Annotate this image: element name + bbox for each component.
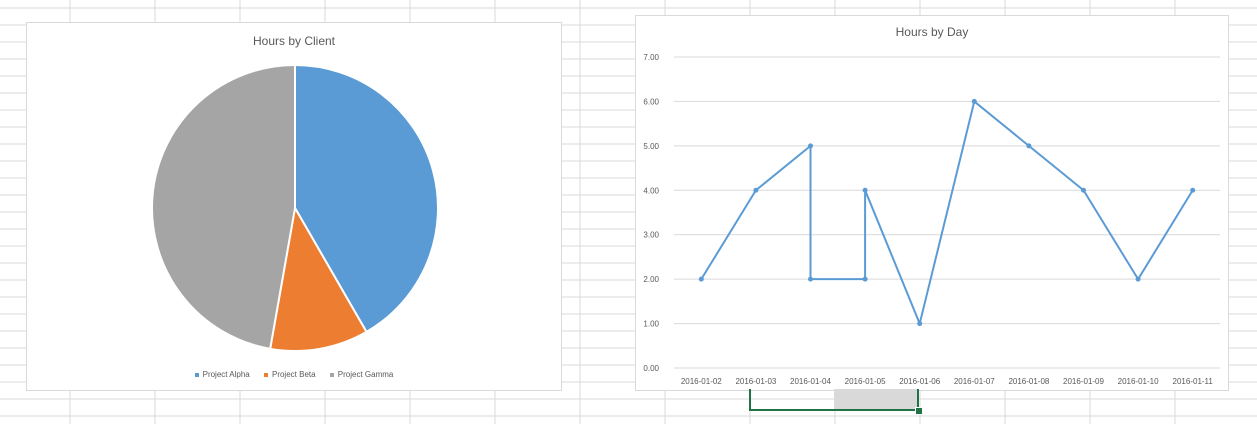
data-point-5[interactable] — [862, 187, 868, 193]
y-tick-label-2: 2.00 — [643, 275, 659, 284]
data-point-4[interactable] — [862, 276, 868, 282]
x-tick-label-8: 2016-01-10 — [1118, 377, 1159, 386]
x-tick-label-9: 2016-01-11 — [1173, 377, 1214, 386]
legend-swatch-beta — [263, 372, 268, 377]
pie-slice-project-beta[interactable] — [269, 205, 368, 352]
x-tick-label-4: 2016-01-06 — [899, 377, 940, 386]
legend-item-beta: Project Beta — [263, 370, 316, 379]
data-point-7[interactable] — [971, 98, 977, 104]
legend-swatch-gamma — [329, 372, 334, 377]
line-chart-plot: 0.00 1.00 2.00 3.00 4.00 5.00 6.00 7.00 2016-01-… — [643, 53, 1220, 386]
y-tick-label-7: 7.00 — [643, 53, 659, 62]
line-chart[interactable]: Hours by Day 0.00 1.00 2.00 3.00 4.00 5.00 6.0… — [635, 15, 1229, 391]
y-tick-label-1: 1.00 — [643, 320, 659, 329]
x-tick-label-5: 2016-01-07 — [954, 377, 995, 386]
legend-item-alpha: Project Alpha — [194, 370, 250, 379]
x-tick-label-3: 2016-01-05 — [845, 377, 886, 386]
legend-label-alpha: Project Alpha — [202, 370, 250, 379]
data-point-0[interactable] — [698, 276, 704, 282]
legend-label-beta: Project Beta — [271, 370, 316, 379]
legend-label-gamma: Project Gamma — [337, 370, 394, 379]
line-chart-title: Hours by Day — [895, 25, 969, 39]
data-point-8[interactable] — [1026, 143, 1032, 149]
y-tick-label-4: 4.00 — [643, 186, 659, 195]
series-line[interactable] — [700, 100, 1194, 325]
cell-selection-border[interactable] — [749, 389, 919, 411]
x-tick-label-6: 2016-01-08 — [1008, 377, 1049, 386]
y-tick-label-5: 5.00 — [643, 142, 659, 151]
x-tick-label-7: 2016-01-09 — [1063, 377, 1104, 386]
data-point-10[interactable] — [1135, 276, 1141, 282]
x-tick-label-1: 2016-01-03 — [735, 377, 776, 386]
selected-cell-fill[interactable] — [834, 389, 918, 409]
data-point-2[interactable] — [808, 143, 813, 149]
pie-slice-project-alpha[interactable] — [294, 63, 439, 334]
legend-item-gamma: Project Gamma — [329, 370, 394, 379]
y-tick-label-3: 3.00 — [643, 231, 659, 240]
pie-slice-project-gamma[interactable] — [151, 63, 296, 350]
legend-swatch-alpha — [194, 372, 199, 377]
pie-chart-plot — [151, 63, 439, 352]
pie-legend: Project Alpha Project Beta Project Gamma — [27, 370, 561, 379]
data-point-11[interactable] — [1190, 187, 1196, 193]
x-tick-label-2: 2016-01-04 — [790, 377, 831, 386]
pie-chart[interactable]: Hours by Client Project Alpha Project Be… — [26, 22, 562, 391]
y-tick-label-6: 6.00 — [643, 97, 659, 106]
data-point-9[interactable] — [1081, 187, 1086, 193]
data-point-3[interactable] — [808, 276, 813, 282]
y-tick-label-0: 0.00 — [643, 364, 659, 373]
pie-chart-title: Hours by Client — [252, 34, 336, 48]
x-tick-label-0: 2016-01-02 — [681, 377, 722, 386]
data-point-1[interactable] — [753, 187, 759, 193]
fill-handle[interactable] — [915, 407, 923, 415]
data-point-6[interactable] — [917, 321, 923, 327]
